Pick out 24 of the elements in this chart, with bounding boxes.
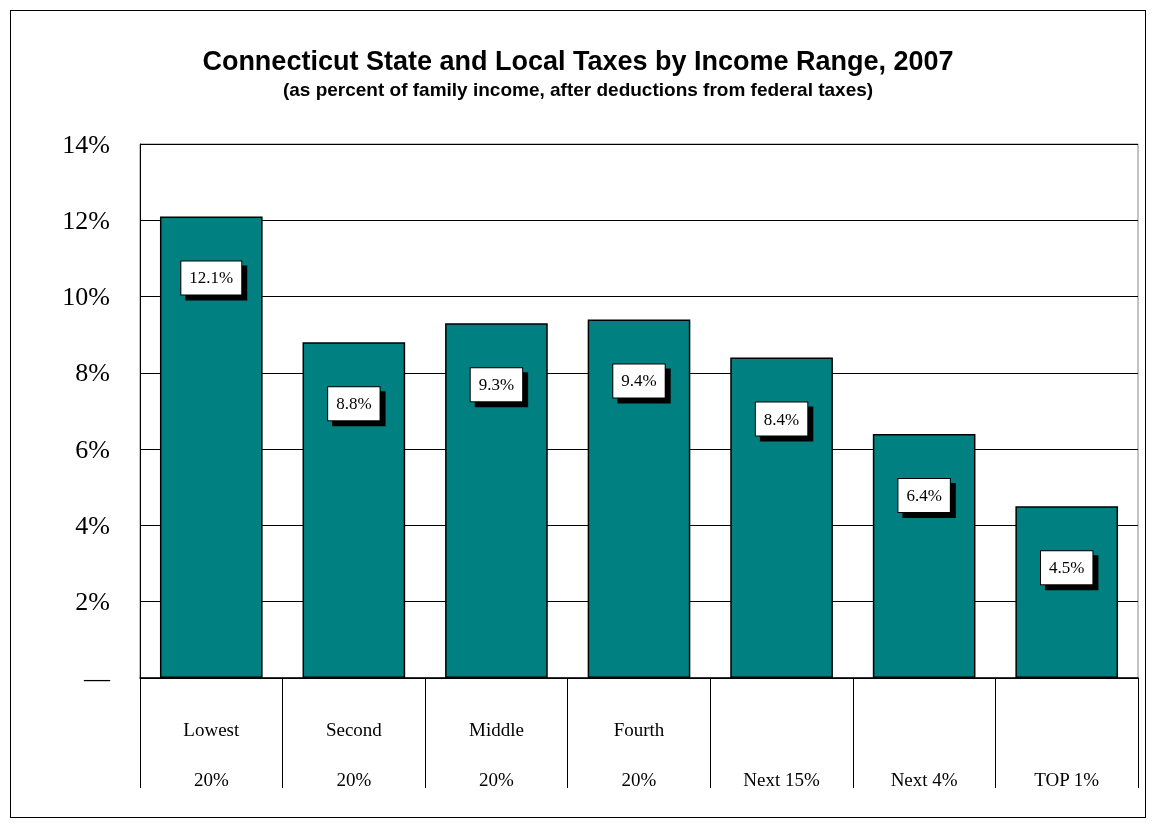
data-label: 4.5% (1049, 558, 1085, 578)
y-tick-label: — (83, 663, 111, 693)
chart-title: Connecticut State and Local Taxes by Income Range, 2007 (202, 45, 954, 76)
data-label: 9.4% (621, 371, 657, 391)
y-tick-label: 14% (62, 129, 110, 159)
x-tick-label: Next 4% (890, 768, 958, 790)
y-tick-label: 8% (75, 358, 110, 388)
x-tick-label: TOP 1% (1034, 768, 1100, 790)
y-tick-label: 4% (75, 510, 110, 540)
data-label: 8.8% (336, 394, 372, 414)
category-label: Middle 20% (468, 718, 524, 790)
category-label: Second 20% (325, 718, 382, 790)
y-tick-label: 6% (75, 434, 110, 464)
data-label: 8.4% (763, 409, 800, 429)
data-label: 12.1% (189, 268, 234, 288)
y-tick-label: 10% (62, 282, 110, 312)
y-tick-label: 12% (62, 205, 110, 235)
category-label: Fourth 20% (613, 718, 665, 790)
data-label: 6.4% (906, 485, 942, 505)
data-label: 9.3% (478, 375, 515, 395)
chart-subtitle: (as percent of family income, after deductions from federal taxes) (282, 79, 874, 100)
x-tick-label: Next 15% (743, 768, 820, 790)
y-tick-label: 2% (75, 587, 110, 617)
category-label: Lowest 20% (183, 718, 240, 790)
